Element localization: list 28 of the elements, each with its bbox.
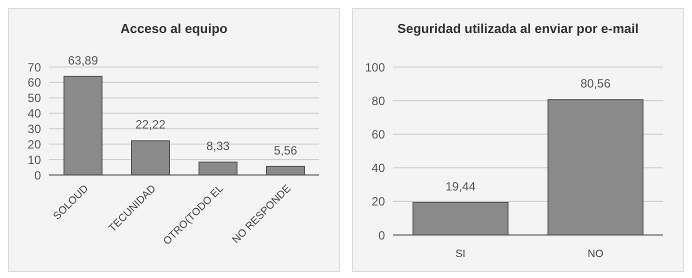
y-tick-label: 10 bbox=[28, 152, 42, 167]
data-label: 19,44 bbox=[445, 179, 476, 194]
y-tick-label: 20 bbox=[372, 194, 386, 209]
y-tick-label: 60 bbox=[372, 127, 386, 142]
chart-title: Acceso al equipo bbox=[120, 20, 228, 38]
data-label: 5,56 bbox=[274, 143, 298, 158]
y-tick-label: 50 bbox=[28, 91, 42, 106]
data-label: 22,22 bbox=[135, 118, 166, 132]
bar bbox=[131, 140, 170, 175]
x-tick-label: SI bbox=[456, 248, 466, 260]
bar bbox=[266, 166, 305, 175]
y-tick-label: 70 bbox=[28, 60, 42, 74]
data-label: 8,33 bbox=[206, 139, 230, 154]
bar bbox=[64, 76, 102, 175]
y-tick-label: 40 bbox=[372, 161, 386, 176]
x-tick-label: NO bbox=[588, 248, 604, 260]
y-tick-label: 40 bbox=[28, 106, 42, 121]
data-label: 80,56 bbox=[580, 76, 611, 91]
chart-title: Seguridad utilizada al enviar por e-mail bbox=[396, 20, 640, 38]
y-tick-label: 20 bbox=[28, 137, 42, 152]
y-tick-label: 30 bbox=[28, 122, 42, 136]
y-tick-label: 0 bbox=[34, 168, 42, 182]
y-tick-label: 80 bbox=[372, 94, 386, 108]
data-label: 63,89 bbox=[68, 53, 98, 68]
y-tick-label: 100 bbox=[364, 60, 386, 74]
y-tick-label: 60 bbox=[28, 76, 42, 90]
bar bbox=[198, 162, 238, 175]
y-tick-label: 0 bbox=[378, 228, 386, 242]
